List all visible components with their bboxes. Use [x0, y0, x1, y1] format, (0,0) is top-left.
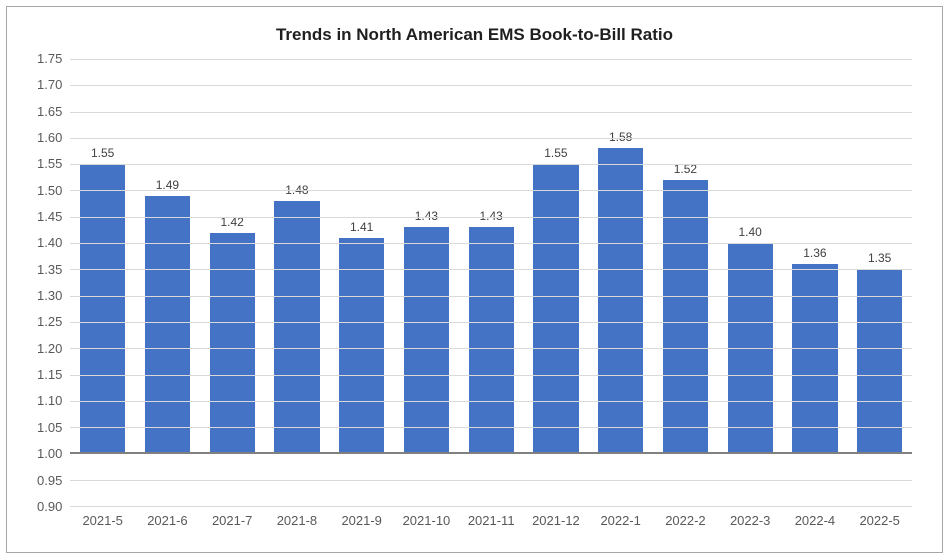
x-tick-label: 2021-10	[394, 513, 459, 528]
bar	[145, 196, 190, 454]
bar	[857, 269, 902, 453]
bar-value-label: 1.43	[394, 209, 459, 227]
bar-slot: 1.43	[459, 59, 524, 506]
x-tick-label: 2022-4	[783, 513, 848, 528]
bar	[404, 227, 449, 453]
gridline	[70, 138, 912, 139]
bar	[469, 227, 514, 453]
bar-slot: 1.42	[200, 59, 265, 506]
plot-row: 1.751.701.651.601.551.501.451.401.351.30…	[37, 59, 912, 507]
bar	[210, 233, 255, 454]
bar	[792, 264, 837, 453]
bar-value-label: 1.40	[718, 225, 783, 243]
bar-value-label: 1.36	[783, 246, 848, 264]
bar-slot: 1.49	[135, 59, 200, 506]
gridline	[70, 506, 912, 507]
x-tick-label: 2021-9	[329, 513, 394, 528]
bar-slot: 1.55	[524, 59, 589, 506]
gridline	[70, 85, 912, 86]
bar-value-label: 1.43	[459, 209, 524, 227]
bar-slot: 1.58	[588, 59, 653, 506]
gridline	[70, 164, 912, 165]
chart-inner: 1.751.701.651.601.551.501.451.401.351.30…	[37, 59, 912, 528]
bar-value-label: 1.48	[265, 183, 330, 201]
x-tick-label: 2022-5	[847, 513, 912, 528]
x-tick-label: 2021-11	[459, 513, 524, 528]
bars-layer: 1.551.491.421.481.411.431.431.551.581.52…	[70, 59, 912, 506]
x-tick-label: 2021-8	[265, 513, 330, 528]
y-axis: 1.751.701.651.601.551.501.451.401.351.30…	[37, 59, 70, 507]
x-tick-label: 2021-7	[200, 513, 265, 528]
gridline	[70, 243, 912, 244]
bar-value-label: 1.41	[329, 220, 394, 238]
chart-title: Trends in North American EMS Book-to-Bil…	[37, 25, 912, 45]
bar-value-label: 1.55	[70, 146, 135, 164]
bar-slot: 1.35	[847, 59, 912, 506]
gridline	[70, 296, 912, 297]
bar-slot: 1.48	[265, 59, 330, 506]
gridline	[70, 190, 912, 191]
gridline	[70, 480, 912, 481]
bar-slot: 1.55	[70, 59, 135, 506]
gridline	[70, 269, 912, 270]
bar-value-label: 1.55	[524, 146, 589, 164]
bar	[80, 164, 125, 453]
gridline	[70, 348, 912, 349]
bar-slot: 1.43	[394, 59, 459, 506]
gridline	[70, 427, 912, 428]
bar	[533, 164, 578, 453]
bar	[274, 201, 319, 453]
bar-value-label: 1.58	[588, 130, 653, 148]
gridline	[70, 401, 912, 402]
x-axis-spacer	[37, 513, 70, 528]
bar-value-label: 1.35	[847, 251, 912, 269]
x-tick-label: 2022-3	[718, 513, 783, 528]
chart-container: Trends in North American EMS Book-to-Bil…	[6, 6, 943, 553]
x-tick-label: 2022-2	[653, 513, 718, 528]
x-tick-label: 2021-5	[70, 513, 135, 528]
bar-value-label: 1.49	[135, 178, 200, 196]
gridline	[70, 59, 912, 60]
bar-slot: 1.40	[718, 59, 783, 506]
gridline	[70, 322, 912, 323]
x-tick-label: 2021-6	[135, 513, 200, 528]
bar	[663, 180, 708, 453]
bar	[598, 148, 643, 453]
baseline	[70, 452, 912, 454]
bar-slot: 1.41	[329, 59, 394, 506]
x-axis: 2021-52021-62021-72021-82021-92021-10202…	[37, 513, 912, 528]
plot-area: 1.551.491.421.481.411.431.431.551.581.52…	[70, 59, 912, 507]
x-axis-labels: 2021-52021-62021-72021-82021-92021-10202…	[70, 513, 912, 528]
gridline	[70, 375, 912, 376]
gridline	[70, 217, 912, 218]
x-tick-label: 2021-12	[524, 513, 589, 528]
gridline	[70, 112, 912, 113]
bar-slot: 1.36	[783, 59, 848, 506]
x-tick-label: 2022-1	[588, 513, 653, 528]
bar-slot: 1.52	[653, 59, 718, 506]
